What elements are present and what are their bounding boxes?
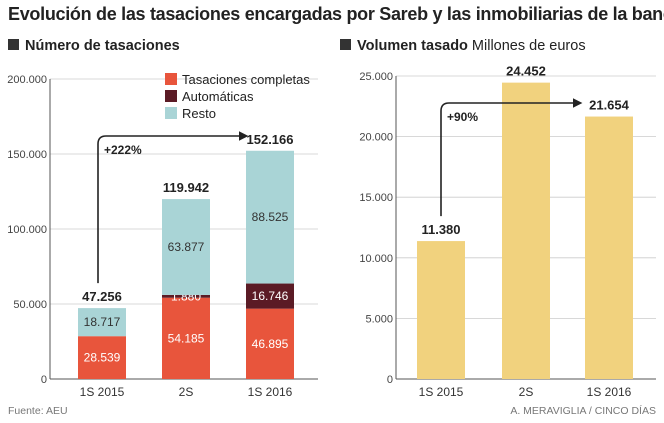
bar-value-label: 28.539	[84, 351, 121, 365]
right-panel-title: Volumen tasado Millones de euros	[340, 38, 586, 54]
y-tick-label: 0	[41, 374, 47, 386]
y-tick-label: 20.000	[359, 132, 393, 144]
x-tick-label: 1S 2015	[419, 385, 464, 399]
y-tick-label: 100.000	[7, 224, 47, 236]
legend-label: Resto	[182, 106, 216, 121]
x-tick-label: 2S	[519, 385, 534, 399]
credit-note: A. MERAVIGLIA / CINCO DÍAS	[510, 405, 656, 417]
bar-total-label: 119.942	[163, 180, 209, 195]
square-bullet-icon	[8, 39, 19, 50]
bar-value-label: 18.717	[84, 315, 121, 329]
bar-total-label: 47.256	[82, 289, 122, 304]
bar-resto	[162, 199, 210, 295]
left-chart-title: Número de tasaciones	[25, 38, 180, 54]
y-tick-label: 25.000	[359, 71, 393, 83]
y-tick-label: 150.000	[7, 149, 47, 161]
bar-completas	[78, 336, 126, 379]
bar-volumen	[502, 82, 550, 380]
y-tick-label: 50.000	[13, 299, 47, 311]
bar-value-label: 54.185	[168, 331, 205, 345]
bar-resto	[246, 150, 294, 284]
growth-arrow	[440, 98, 583, 217]
x-tick-label: 1S 2016	[248, 385, 293, 399]
y-tick-label: 0	[387, 374, 393, 386]
main-title: Evolución de las tasaciones encargadas p…	[8, 4, 664, 24]
growth-annotation: +222%	[104, 143, 142, 157]
x-tick-label: 1S 2015	[80, 385, 125, 399]
bar-resto	[78, 308, 126, 337]
legend-swatch-resto	[165, 107, 177, 119]
legend-swatch-completas	[165, 73, 177, 85]
y-tick-label: 15.000	[359, 192, 393, 204]
right-chart-subtitle: Millones de euros	[471, 38, 586, 54]
bar-value-label: 24.452	[506, 64, 546, 79]
bar-value-label: 16.746	[252, 289, 289, 303]
bar-total-label: 152.166	[247, 132, 294, 147]
bar-completas	[246, 308, 294, 379]
bar-volumen	[417, 241, 465, 379]
y-tick-label: 200.000	[7, 74, 47, 86]
bar-volumen	[585, 116, 633, 379]
bar-value-label: 46.895	[252, 337, 289, 351]
bar-completas	[162, 297, 210, 379]
bar-value-label: 21.654	[589, 98, 630, 113]
bar-automaticas	[162, 294, 210, 298]
legend-label: Automáticas	[182, 89, 254, 104]
growth-arrow	[97, 131, 249, 284]
bar-value-label: 88.525	[252, 210, 289, 224]
y-tick-label: 10.000	[359, 253, 393, 265]
source-note: Fuente: AEU	[8, 405, 68, 417]
bar-value-label: 63.877	[168, 240, 205, 254]
square-bullet-icon	[340, 39, 351, 50]
bar-automaticas	[246, 283, 294, 309]
left-panel-title: Número de tasaciones	[8, 38, 180, 54]
growth-annotation: +90%	[447, 110, 478, 124]
legend-label: Tasaciones completas	[182, 72, 310, 87]
x-tick-label: 1S 2016	[587, 385, 632, 399]
y-tick-label: 5.000	[365, 313, 393, 325]
x-tick-label: 2S	[179, 385, 194, 399]
legend-swatch-automaticas	[165, 90, 177, 102]
bar-value-label: 11.380	[421, 222, 460, 237]
right-chart-title: Volumen tasado	[357, 38, 468, 54]
